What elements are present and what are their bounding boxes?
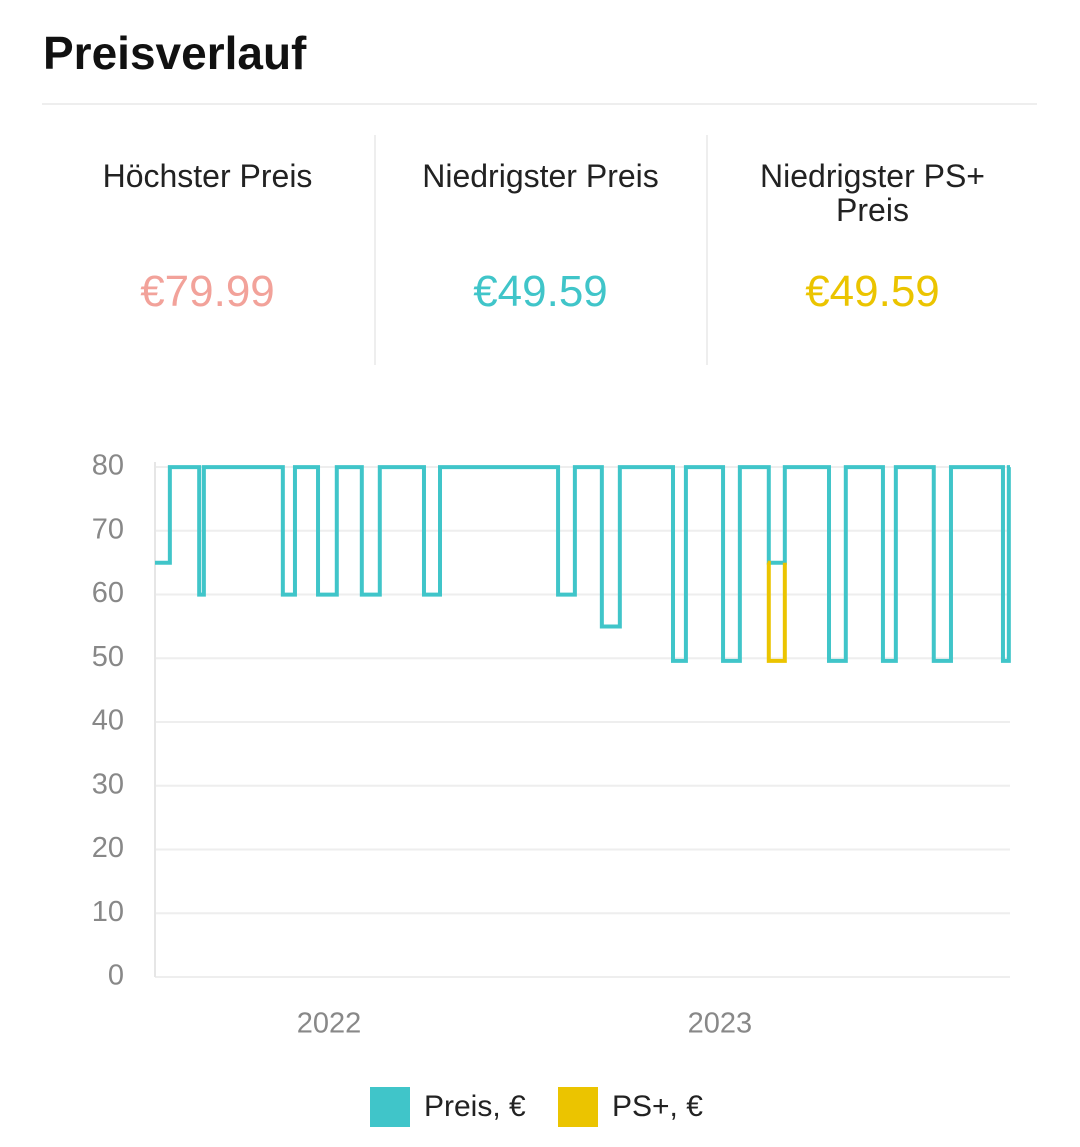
y-tick-label: 10 (92, 896, 124, 928)
title: Preisverlauf (43, 27, 307, 79)
y-tick-label: 50 (92, 641, 124, 673)
stat-value: €49.59 (473, 267, 608, 316)
y-tick-label: 40 (92, 705, 124, 737)
stat-label: Höchster Preis (102, 158, 313, 194)
y-tick-label: 80 (92, 450, 124, 482)
stat: Höchster Preis €79.99 (42, 135, 373, 365)
series-line (155, 465, 1011, 663)
separator (42, 103, 1037, 105)
legend-swatch (558, 1087, 598, 1127)
y-tick-label: 70 (92, 513, 124, 545)
legend-label: Preis, € (424, 1090, 526, 1123)
y-tick-label: 30 (92, 768, 124, 800)
stat-value: €49.59 (805, 267, 940, 316)
series-line (766, 560, 787, 663)
y-tick-label: 60 (92, 577, 124, 609)
stat-label: Niedrigster PS+ Preis (760, 158, 985, 228)
x-tick-label: 2022 (297, 1008, 362, 1040)
legend-label: PS+, € (612, 1090, 703, 1123)
x-tick-label: 2023 (688, 1008, 753, 1040)
stat: Niedrigster Preis €49.59 (374, 135, 705, 365)
stat-label: Niedrigster Preis (422, 158, 659, 194)
y-tick-label: 20 (92, 832, 124, 864)
stat-value: €79.99 (140, 267, 275, 316)
y-tick-label: 0 (108, 960, 124, 992)
legend-swatch (370, 1087, 410, 1127)
stat: Niedrigster PS+ Preis €49.59 (706, 135, 1037, 365)
